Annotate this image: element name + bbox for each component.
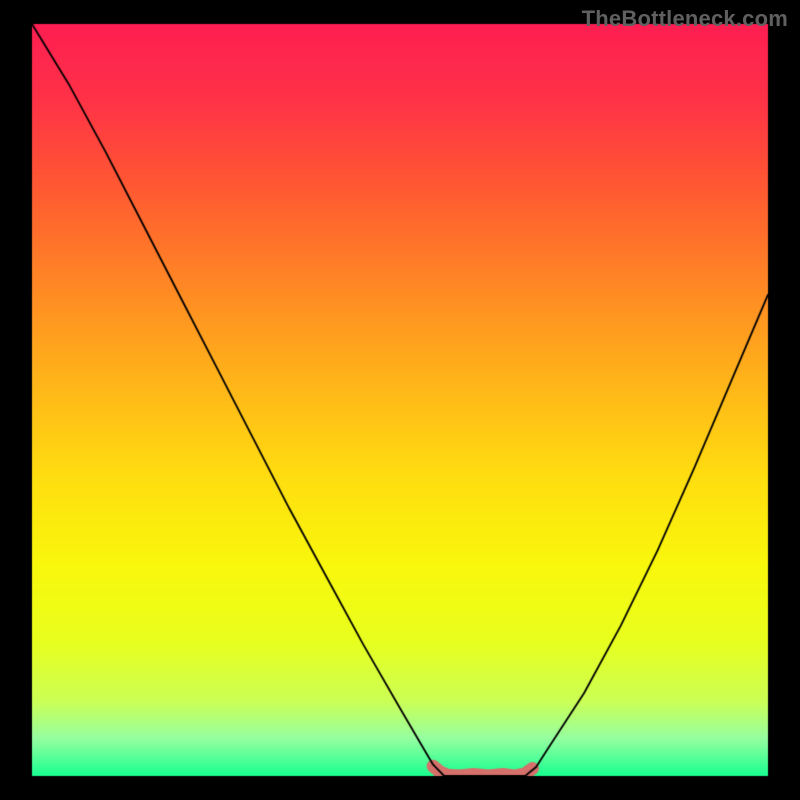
chart-root: TheBottleneck.com (0, 0, 800, 800)
gradient-v-curve-chart (0, 0, 800, 800)
